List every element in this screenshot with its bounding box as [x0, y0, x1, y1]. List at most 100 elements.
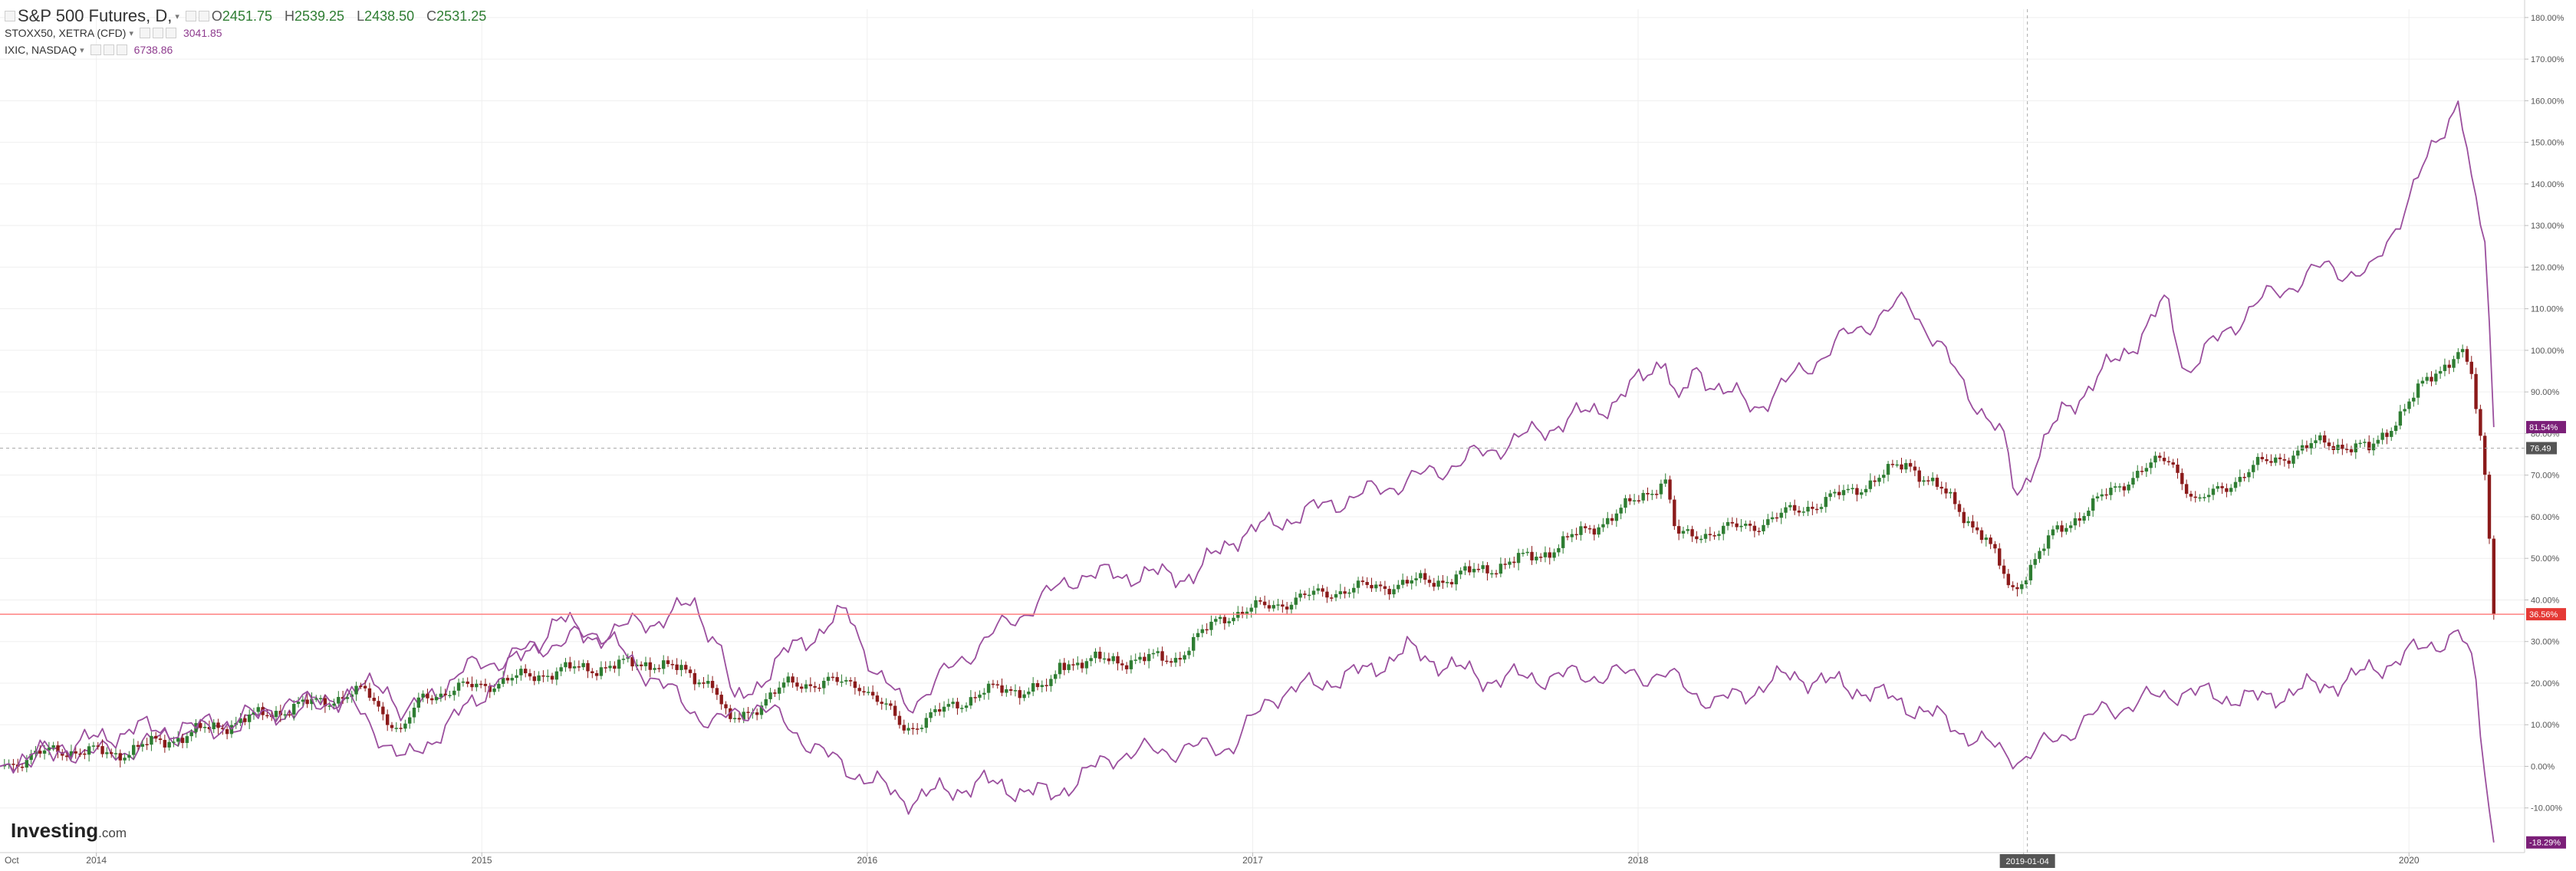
candle-body	[2469, 361, 2473, 374]
candle-body	[559, 667, 563, 672]
candle-body	[1249, 607, 1253, 612]
candle-body	[1476, 568, 1481, 570]
candle-body	[1788, 505, 1792, 508]
candle-body	[1133, 659, 1137, 661]
candle-body	[332, 703, 336, 706]
candle-body	[2452, 359, 2456, 368]
candle-body	[880, 702, 883, 704]
candle-body	[991, 683, 995, 685]
y-axis[interactable]: 180.00% 170.00% 160.00% 150.00% 140.00% 130.0…	[2525, 14, 2564, 813]
candle-body	[199, 723, 202, 728]
candle-body	[897, 715, 902, 725]
candle-body	[662, 660, 666, 669]
candle-body	[2354, 443, 2357, 452]
candle-body	[497, 683, 501, 689]
candle-body	[1873, 480, 1877, 482]
candle-body	[808, 684, 813, 686]
settings-icon[interactable]	[103, 44, 114, 55]
candle-body	[1281, 604, 1285, 607]
candle-body	[2028, 564, 2033, 580]
candle-body	[83, 753, 87, 755]
eye-icon[interactable]	[90, 44, 101, 55]
candle-body	[643, 662, 648, 666]
candle-body	[1584, 526, 1587, 528]
grid	[0, 9, 2525, 853]
candle-body	[207, 727, 212, 730]
candle-body	[1717, 534, 1721, 536]
candle-body	[2064, 528, 2068, 532]
candle-body	[2166, 461, 2171, 462]
candle-body	[2385, 432, 2389, 437]
candle-body	[764, 698, 768, 706]
candle-body	[2091, 498, 2095, 511]
legend-compare-row: STOXX50, XETRA (CFD) ▾ 3041.85	[5, 25, 498, 41]
candle-body	[862, 691, 866, 693]
candle-body	[1040, 685, 1044, 688]
candle-body	[1285, 606, 1289, 610]
candle-body	[51, 745, 55, 748]
candle-body	[1650, 494, 1654, 495]
candle-body	[1405, 580, 1410, 584]
candle-body	[1957, 504, 1962, 512]
candle-body	[826, 676, 831, 681]
candle-body	[1828, 493, 1832, 498]
candle-body	[1579, 526, 1583, 535]
candle-body	[688, 669, 693, 673]
candle-body	[385, 714, 390, 725]
candle-body	[38, 751, 42, 754]
chevron-down-icon[interactable]: ▾	[129, 28, 133, 38]
candle-body	[635, 664, 639, 667]
candle-body	[2211, 488, 2216, 495]
candle-body	[323, 698, 327, 707]
collapse-legend-icon[interactable]	[5, 11, 15, 21]
candle-body	[167, 741, 171, 748]
candle-body	[114, 753, 118, 754]
settings-icon[interactable]	[152, 28, 163, 38]
candle-body	[1935, 478, 1939, 487]
candle-body	[189, 731, 193, 737]
candle-body	[283, 714, 287, 716]
candle-body	[2122, 486, 2127, 491]
series-line[interactable]	[0, 100, 2495, 774]
close-icon[interactable]	[116, 44, 127, 55]
candle-body	[2416, 383, 2420, 398]
candle-body	[1703, 534, 1708, 539]
candle-body	[461, 681, 466, 683]
candle-body	[1668, 479, 1672, 500]
candle-body	[1360, 580, 1365, 583]
candle-body	[2203, 497, 2206, 498]
close-icon[interactable]	[198, 11, 209, 21]
close-icon[interactable]	[165, 28, 176, 38]
candle-body	[1192, 636, 1196, 651]
candle-body	[581, 662, 585, 668]
compare-symbol-name[interactable]: STOXX50, XETRA (CFD)	[5, 27, 127, 39]
candle-body	[1686, 529, 1689, 531]
candle-body	[2344, 449, 2349, 450]
investing-logo[interactable]: Investing.com	[11, 819, 127, 842]
candle-body	[1400, 580, 1405, 585]
candle-body	[906, 728, 910, 731]
candle-body	[475, 683, 479, 688]
candle-body	[870, 692, 875, 696]
candle-body	[2443, 364, 2447, 371]
candle-body	[546, 675, 550, 677]
last-value-label: 81.54%	[2529, 423, 2558, 432]
chevron-down-icon[interactable]: ▾	[175, 12, 179, 21]
y-tick-label: 20.00%	[2531, 679, 2560, 689]
eye-icon[interactable]	[139, 28, 150, 38]
candle-body	[1695, 536, 1699, 540]
chevron-down-icon[interactable]: ▾	[80, 45, 84, 55]
series-line[interactable]	[0, 612, 2495, 843]
candle-body	[1316, 588, 1321, 591]
candle-body	[140, 744, 145, 747]
candle-body	[1427, 580, 1432, 583]
main-symbol-name[interactable]: S&P 500 Futures, D,	[18, 6, 173, 25]
settings-icon[interactable]	[185, 11, 196, 21]
candle-body	[2393, 426, 2398, 432]
compare-symbol-name[interactable]: IXIC, NASDAQ	[5, 44, 77, 56]
candle-body	[2095, 496, 2100, 499]
candle-body	[2460, 349, 2465, 353]
candle-body	[2390, 431, 2393, 437]
candle-body	[2149, 462, 2153, 468]
